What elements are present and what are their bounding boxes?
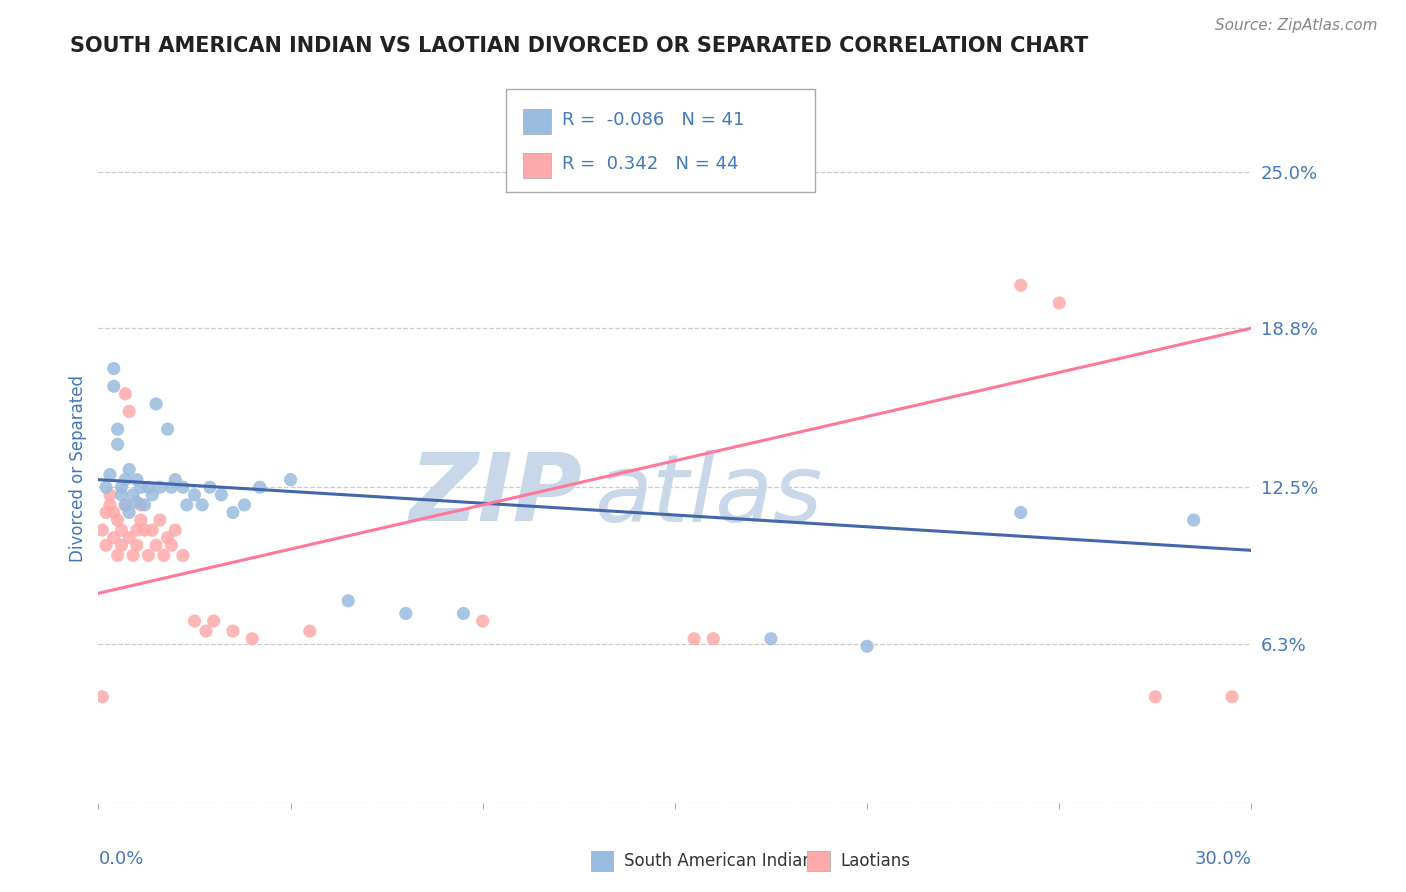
Text: 30.0%: 30.0% bbox=[1195, 849, 1251, 868]
Text: R =  0.342   N = 44: R = 0.342 N = 44 bbox=[562, 155, 740, 173]
Point bbox=[110, 480, 132, 494]
Point bbox=[114, 498, 136, 512]
Point bbox=[195, 624, 218, 639]
Point bbox=[103, 379, 125, 393]
Point bbox=[198, 480, 221, 494]
Point bbox=[125, 523, 148, 537]
Point bbox=[191, 498, 214, 512]
Point bbox=[107, 549, 129, 563]
Point bbox=[125, 538, 148, 552]
Point bbox=[134, 498, 156, 512]
Point bbox=[125, 495, 148, 509]
Point bbox=[91, 690, 114, 704]
Point bbox=[702, 632, 724, 646]
Point bbox=[298, 624, 321, 639]
Point bbox=[110, 488, 132, 502]
Point bbox=[129, 498, 152, 512]
Point bbox=[172, 480, 194, 494]
Text: SOUTH AMERICAN INDIAN VS LAOTIAN DIVORCED OR SEPARATED CORRELATION CHART: SOUTH AMERICAN INDIAN VS LAOTIAN DIVORCE… bbox=[70, 36, 1088, 55]
Point bbox=[337, 594, 360, 608]
Point bbox=[103, 506, 125, 520]
Text: Source: ZipAtlas.com: Source: ZipAtlas.com bbox=[1215, 18, 1378, 33]
Point bbox=[145, 397, 167, 411]
Point bbox=[759, 632, 782, 646]
Point bbox=[145, 538, 167, 552]
Point bbox=[280, 473, 302, 487]
Point bbox=[107, 513, 129, 527]
Point bbox=[395, 607, 418, 621]
Point bbox=[165, 523, 187, 537]
Point bbox=[114, 473, 136, 487]
Point bbox=[160, 538, 183, 552]
Point bbox=[94, 538, 117, 552]
Point bbox=[114, 387, 136, 401]
Text: 0.0%: 0.0% bbox=[98, 849, 143, 868]
Point bbox=[1220, 690, 1243, 704]
Text: South American Indians: South American Indians bbox=[624, 852, 823, 870]
Point bbox=[110, 538, 132, 552]
Point bbox=[118, 506, 141, 520]
Point bbox=[141, 488, 163, 502]
Point bbox=[138, 480, 160, 494]
Point bbox=[110, 523, 132, 537]
Text: atlas: atlas bbox=[595, 450, 823, 541]
Point bbox=[118, 404, 141, 418]
Point bbox=[118, 462, 141, 476]
Point bbox=[94, 506, 117, 520]
Point bbox=[209, 488, 232, 502]
Point bbox=[125, 473, 148, 487]
Point bbox=[152, 549, 174, 563]
Point bbox=[1010, 506, 1032, 520]
Point bbox=[240, 632, 263, 646]
Point bbox=[107, 422, 129, 436]
Point bbox=[98, 498, 121, 512]
Point bbox=[156, 531, 179, 545]
Point bbox=[107, 437, 129, 451]
Point bbox=[172, 549, 194, 563]
Point bbox=[149, 480, 172, 494]
Point bbox=[134, 523, 156, 537]
Point bbox=[202, 614, 225, 628]
Point bbox=[118, 531, 141, 545]
Point bbox=[98, 467, 121, 482]
Point bbox=[222, 624, 245, 639]
Point bbox=[1047, 296, 1070, 310]
Text: ZIP: ZIP bbox=[409, 449, 582, 541]
Point bbox=[453, 607, 475, 621]
Point bbox=[149, 513, 172, 527]
Point bbox=[103, 531, 125, 545]
Point bbox=[98, 488, 121, 502]
Point bbox=[471, 614, 494, 628]
Point bbox=[233, 498, 256, 512]
Point bbox=[222, 506, 245, 520]
Point bbox=[156, 422, 179, 436]
Point bbox=[165, 473, 187, 487]
Point bbox=[122, 549, 145, 563]
Point bbox=[122, 488, 145, 502]
Text: R =  -0.086   N = 41: R = -0.086 N = 41 bbox=[562, 111, 745, 128]
Point bbox=[129, 513, 152, 527]
Point bbox=[91, 523, 114, 537]
Point bbox=[138, 549, 160, 563]
Point bbox=[1182, 513, 1205, 527]
Point bbox=[141, 523, 163, 537]
Point bbox=[1144, 690, 1167, 704]
Point bbox=[160, 480, 183, 494]
Point bbox=[183, 614, 205, 628]
Y-axis label: Divorced or Separated: Divorced or Separated bbox=[69, 375, 87, 562]
Text: Laotians: Laotians bbox=[841, 852, 911, 870]
Point bbox=[129, 480, 152, 494]
Point bbox=[856, 640, 879, 654]
Point bbox=[94, 480, 117, 494]
Point bbox=[183, 488, 205, 502]
Point bbox=[249, 480, 271, 494]
Point bbox=[176, 498, 198, 512]
Point bbox=[683, 632, 706, 646]
Point bbox=[103, 361, 125, 376]
Point bbox=[114, 498, 136, 512]
Point bbox=[1010, 278, 1032, 293]
